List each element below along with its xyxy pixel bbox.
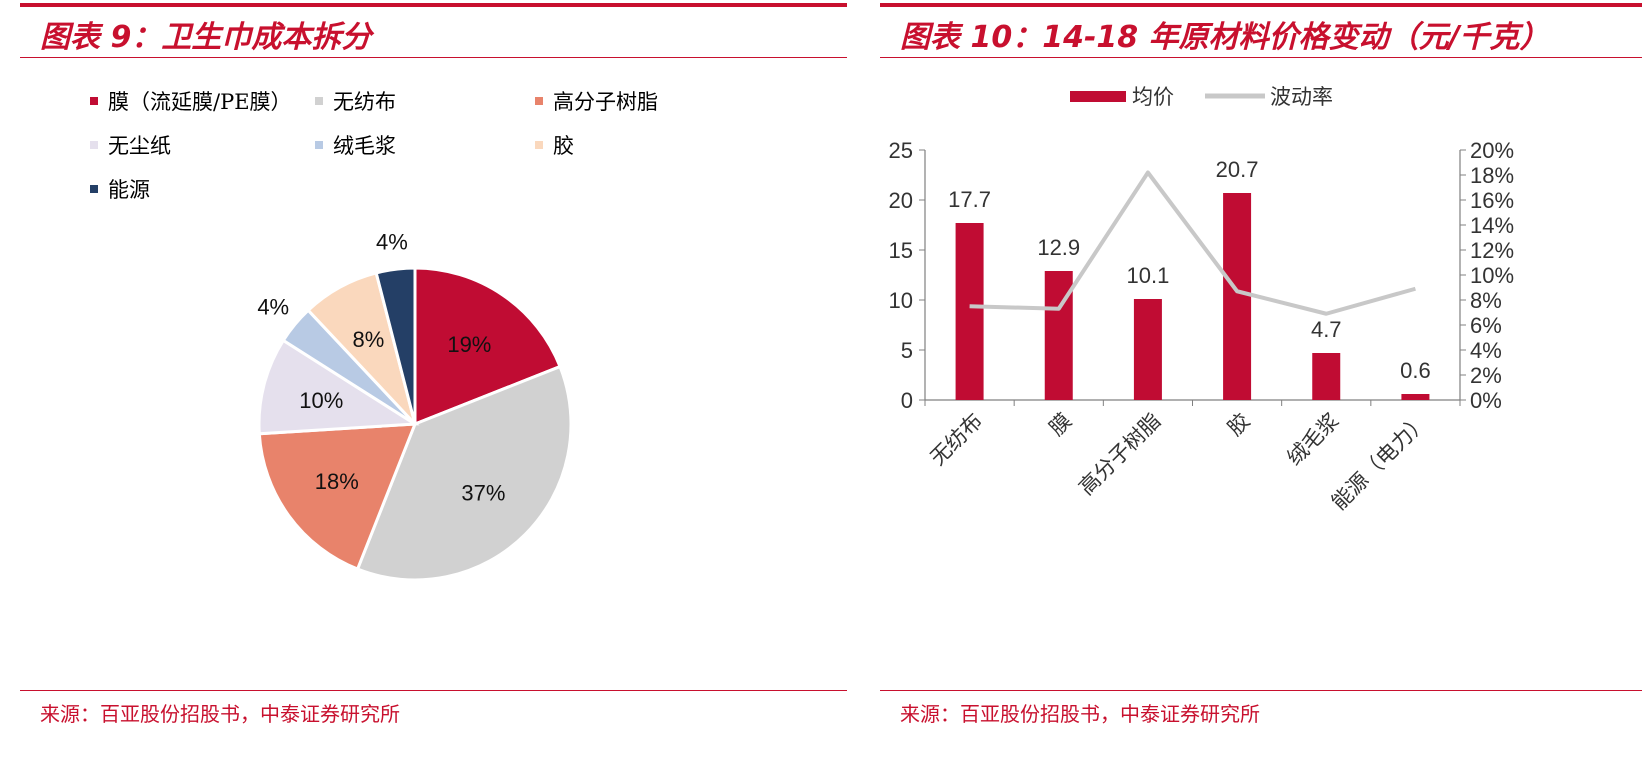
y-right-tick-label: 14% [1470,213,1514,238]
source-divider [880,690,1642,691]
y-left-tick-label: 10 [889,288,913,313]
bar [1312,353,1341,400]
legend-item: 胶 [535,134,574,158]
pie-slice [355,364,573,582]
bar-value-label: 0.6 [1400,358,1431,383]
slice-value-label: 4% [376,229,408,254]
bar-value-label: 17.7 [948,187,991,212]
pie-slice [374,266,417,425]
legend-swatch [90,141,98,149]
legend-item: 无纺布 [315,90,396,114]
top-bar [20,3,847,7]
legend-label: 膜（流延膜/PE膜） [108,90,292,114]
y-left-tick-label: 0 [901,388,913,413]
legend-swatch-bar [1070,91,1126,102]
x-category-label: 胶 [1223,409,1255,441]
legend-swatch [535,97,543,105]
bar-value-label: 4.7 [1311,317,1342,342]
y-right-tick-label: 4% [1470,338,1502,363]
pie-slice [413,266,562,427]
legend-label: 能源 [108,178,150,202]
legend-swatch [90,185,98,193]
legend-swatch [535,141,543,149]
y-left-tick-label: 20 [889,188,913,213]
bar [1223,193,1252,400]
y-left-tick-label: 25 [889,138,913,163]
chart-legend: 均价 波动率 [1070,85,1333,109]
combo-chart: 均价 波动率 0 5 10 15 20 25 0%2%4%6%8%10%12%14%16%18%… [889,85,1515,515]
slice-value-label: 18% [315,469,359,494]
bar-value-label: 10.1 [1127,263,1170,288]
x-category-label: 能源（电力） [1327,409,1433,515]
y-left-tick-label: 5 [901,338,913,363]
legend-swatch [315,97,323,105]
bar [955,223,984,400]
x-category-label: 绒毛浆 [1282,409,1344,471]
bar [1133,299,1162,400]
source-divider [20,690,847,691]
bar-value-label: 20.7 [1216,157,1259,182]
legend-label: 绒毛浆 [333,134,396,158]
title-divider [20,57,847,58]
legend-item: 能源 [90,178,150,202]
bar-source: 来源：百亚股份招股书，中泰证券研究所 [900,702,1260,726]
bar-value-label: 12.9 [1037,235,1080,260]
legend-swatch [315,141,323,149]
top-bar [880,3,1642,7]
legend-item: 膜（流延膜/PE膜） [90,90,292,114]
slice-value-label: 37% [461,480,505,505]
legend-item: 高分子树脂 [535,90,658,114]
slice-value-label: 19% [447,332,491,357]
y-right-tick-label: 20% [1470,138,1514,163]
bar-title: 图表 10：14-18 年原材料价格变动（元/千克） [900,20,1550,55]
x-category-label: 膜 [1044,409,1076,441]
legend-label: 波动率 [1270,85,1333,109]
title-divider [880,57,1642,58]
bar [1401,394,1430,400]
y-right-tick-label: 0% [1470,388,1502,413]
y-left-tick-label: 15 [889,238,913,263]
y-right-tick-label: 6% [1470,313,1502,338]
x-category-label: 无纺布 [926,409,988,471]
y-right-tick-label: 10% [1470,263,1514,288]
y-right-tick-label: 16% [1470,188,1514,213]
legend-label: 胶 [553,134,574,158]
legend-label: 无尘纸 [108,134,171,158]
legend-swatch [90,97,98,105]
pie-title: 图表 9：卫生巾成本拆分 [40,20,372,55]
y-right-tick-label: 12% [1470,238,1514,263]
pie-panel: 图表 9：卫生巾成本拆分 膜（流延膜/PE膜） 无纺布 高分子树脂无尘纸 绒毛浆 胶能源… [20,0,847,758]
legend-label: 无纺布 [333,90,396,114]
pie-slice [257,338,420,436]
bar-panel: 图表 10：14-18 年原材料价格变动（元/千克） 均价 波动率 0 5 10 15 20… [880,0,1642,758]
slice-value-label: 8% [353,327,385,352]
y-right-tick-label: 18% [1470,163,1514,188]
slice-value-label: 4% [257,295,289,320]
x-category-label: 高分子树脂 [1074,409,1165,500]
legend-item: 绒毛浆 [315,134,396,158]
y-right-tick-label: 2% [1470,363,1502,388]
legend-label: 均价 [1132,85,1174,109]
pie-slice [257,422,418,571]
legend-label: 高分子树脂 [553,90,658,114]
y-right-tick-label: 8% [1470,288,1502,313]
pie-source: 来源：百亚股份招股书，中泰证券研究所 [40,702,400,726]
slice-value-label: 10% [299,388,343,413]
volatility-line [969,170,1416,316]
legend-item: 无尘纸 [90,134,171,158]
